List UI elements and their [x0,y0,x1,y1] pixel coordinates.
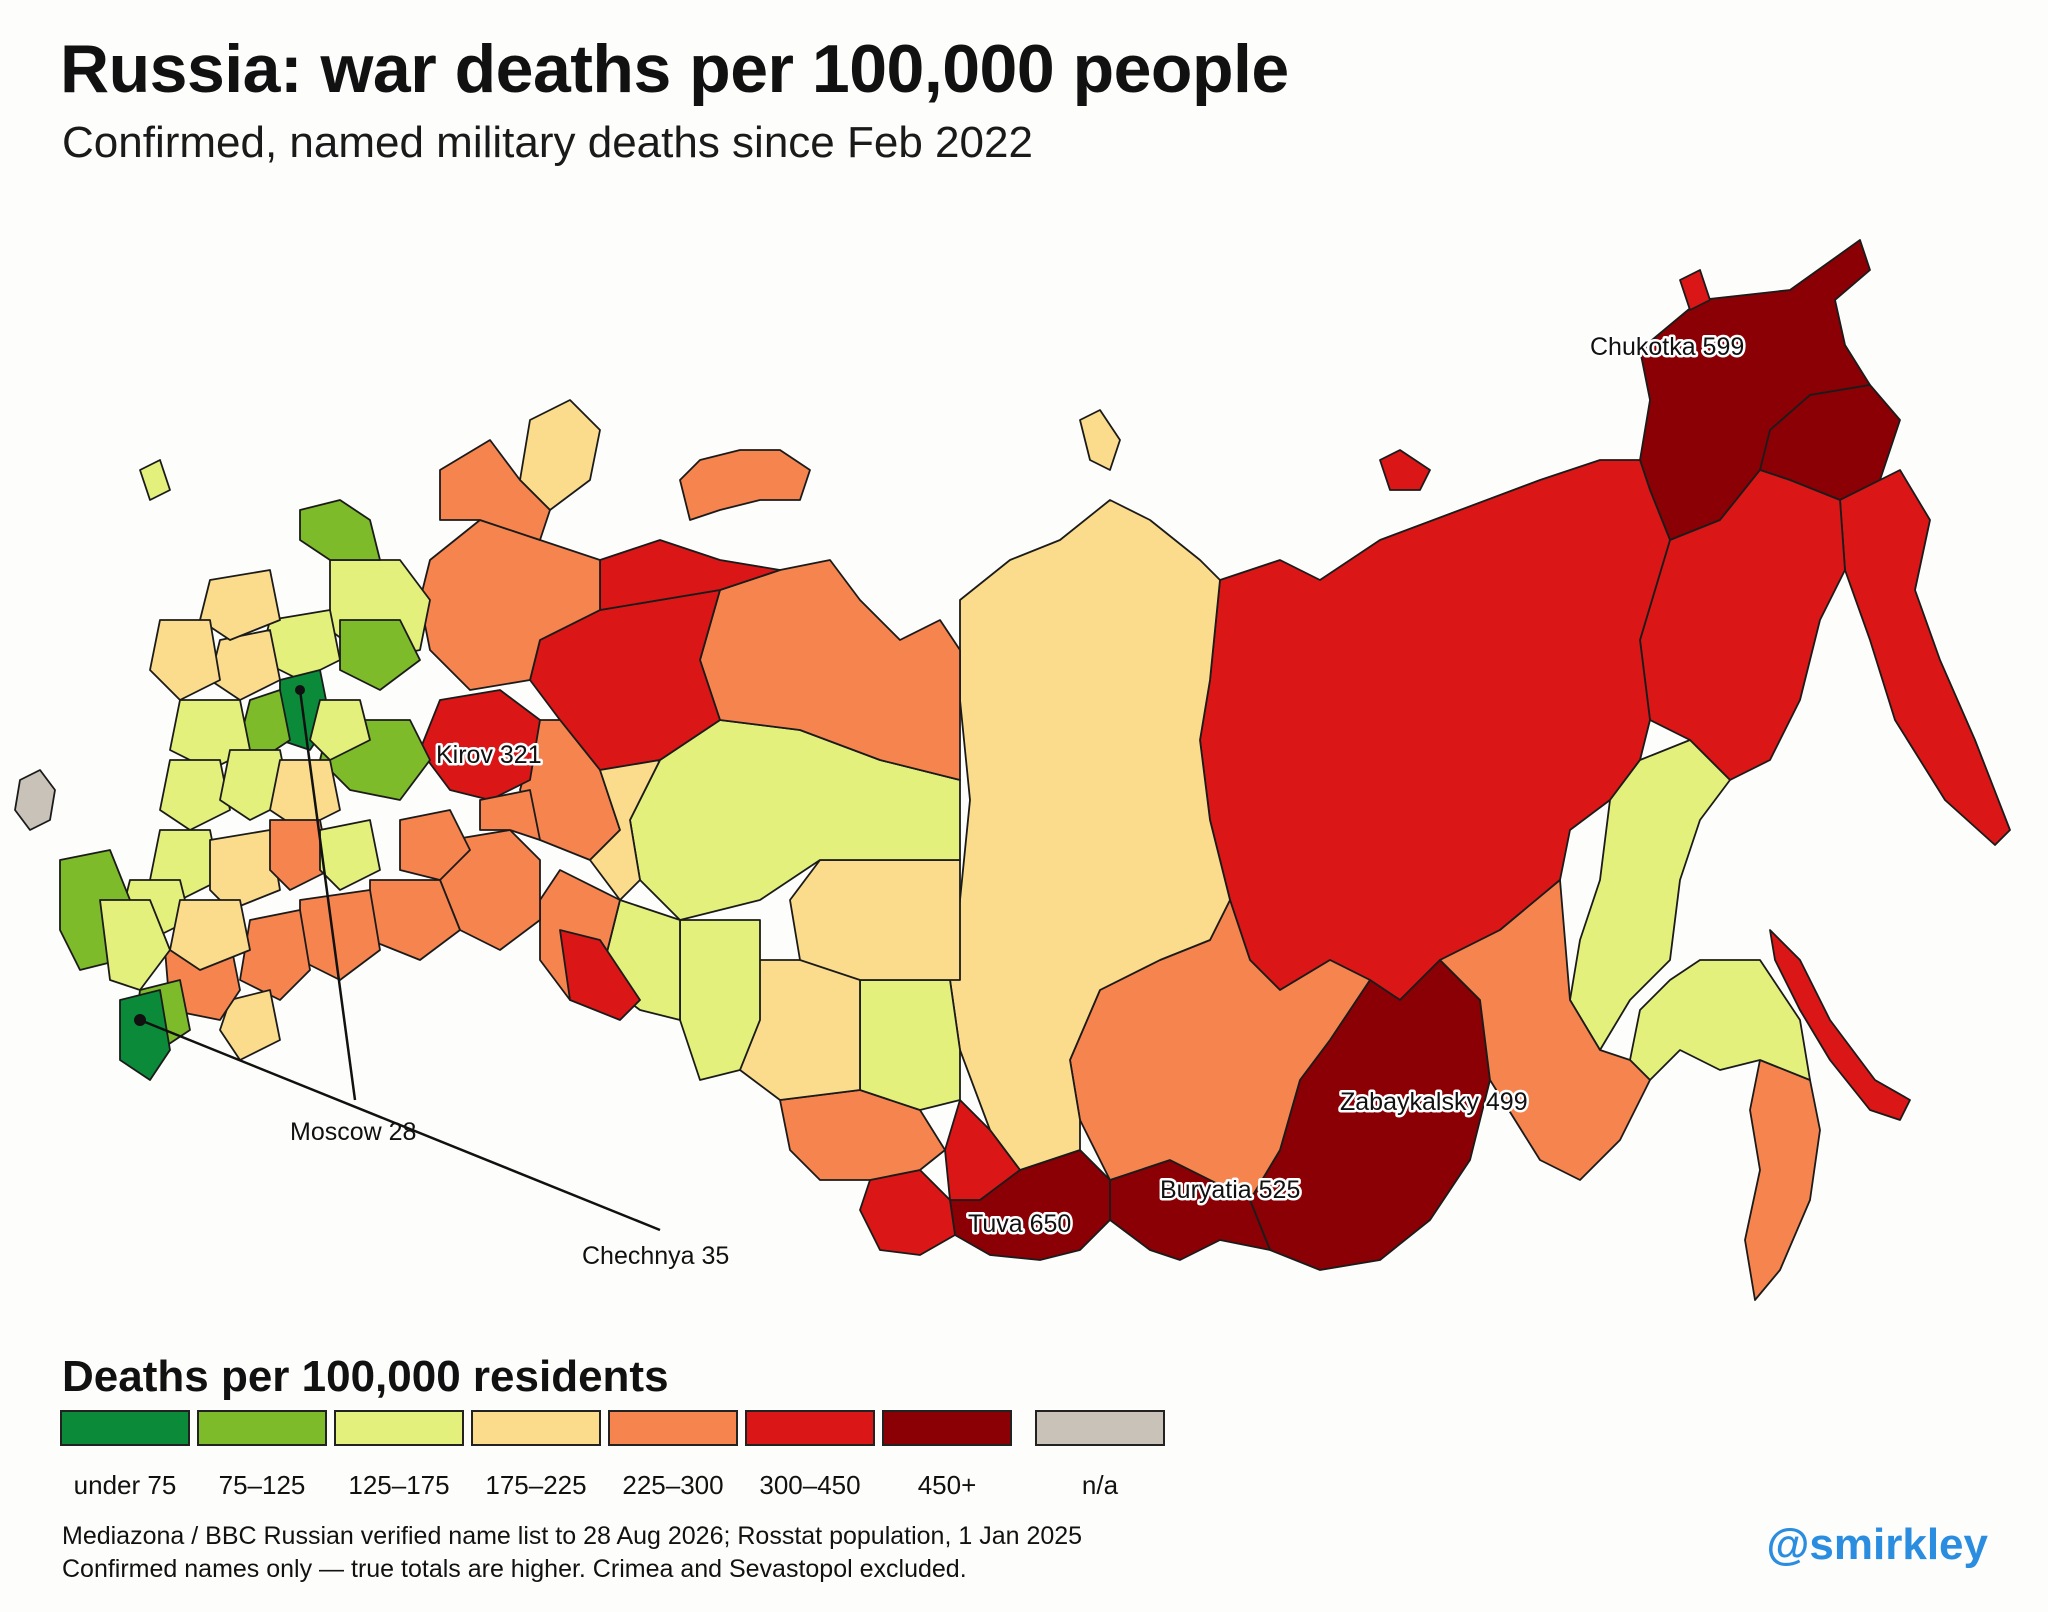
region-kamchatka [1839,469,2011,846]
region-amur [1569,739,1731,1051]
region-astrakhan [219,989,281,1061]
label-chechnya: Chechnya 35 [582,1242,729,1270]
legend-swatch-na [1035,1410,1165,1446]
legend-swatch-125-175 [334,1410,464,1446]
legend-swatch-75-125 [197,1410,327,1446]
legend-swatch-225-300 [608,1410,738,1446]
source-line-2: Confirmed names only — true totals are h… [62,1555,967,1583]
legend-label-175-225: 175–225 [485,1470,587,1500]
region-kaliningrad [14,769,56,831]
page-title: Russia: war deaths per 100,000 people [60,31,1289,107]
region-rostov [169,899,251,971]
legend-label-300-450: 300–450 [759,1470,861,1500]
region-kostroma [339,619,421,691]
legend-label-na: n/a [1081,1470,1119,1500]
island-svalbard-arm [139,459,171,501]
region-tambov [269,819,331,891]
region-volgograd [239,909,311,1001]
region-altai [859,1169,956,1256]
legend: under 75 75–125 125–175 175–225 225–300 … [60,1410,1180,1530]
label-chukotka: Chukotka 599 [1590,333,1744,361]
chechnya-marker [134,1014,146,1026]
island-wrangel [1679,269,1711,311]
island-severnaya-zemlya [1079,409,1121,471]
legend-label-225-300: 225–300 [622,1470,724,1500]
russia-choropleth-map: Chukotka 599 Kirov 321 Zabaykalsky 499 B… [14,239,2011,1301]
region-tver [209,629,281,701]
legend-swatch-450-plus [882,1410,1012,1446]
region-stavropol [99,899,171,991]
label-tuva: Tuva 650 [968,1210,1071,1238]
region-nenets [599,539,781,611]
region-orenburg [559,929,641,1021]
legend-title: Deaths per 100,000 residents [62,1352,669,1401]
moscow-marker [295,685,305,695]
label-buryatia: Buryatia 525 [1160,1176,1300,1204]
source-note: Mediazona / BBC Russian verified name li… [62,1520,1082,1586]
region-novgorod [199,569,281,641]
region-tatarstan [399,809,471,881]
label-kirov: Kirov 321 [436,741,542,769]
moscow-leader-line [298,689,357,1101]
region-penza [319,819,381,891]
legend-swatch-300-450 [745,1410,875,1446]
region-voronezh [209,829,281,911]
region-leningrad [299,499,381,561]
label-moscow: Moscow 28 [290,1118,416,1146]
island-novaya-zemlya [679,449,811,521]
legend-label-75-125: 75–125 [218,1470,306,1500]
chechnya-leader-line [139,1018,661,1232]
region-bryansk [159,759,231,831]
label-zabaykalsky: Zabaykalsky 499 [1340,1088,1528,1116]
region-kemerovo [859,979,961,1111]
region-khabarovsk [1639,469,1846,781]
region-karelia [439,439,551,541]
region-chechnya [119,989,171,1081]
legend-swatch-under-75 [60,1410,190,1446]
island-novosibirsk [1379,449,1431,491]
region-vladimir [309,699,371,761]
region-pskov [149,619,221,701]
source-line-1: Mediazona / BBC Russian verified name li… [62,1522,1083,1550]
legend-label-450-plus: 450+ [917,1470,977,1500]
region-sverdlovsk [589,759,661,901]
region-primorsky [1744,1059,1821,1301]
region-jewish-ao [1629,959,1811,1081]
region-amur-south [1439,879,1651,1181]
region-sakhalin [1769,929,1911,1121]
region-saratov [299,889,381,981]
legend-swatch-175-225 [471,1410,601,1446]
region-tomsk [789,859,961,981]
region-udmurtia [479,789,541,841]
legend-label-under-75: under 75 [73,1470,177,1500]
legend-label-125-175: 125–175 [348,1470,450,1500]
author-handle: @smirkley [1766,1520,1988,1569]
page-subtitle: Confirmed, named military deaths since F… [62,118,1033,167]
